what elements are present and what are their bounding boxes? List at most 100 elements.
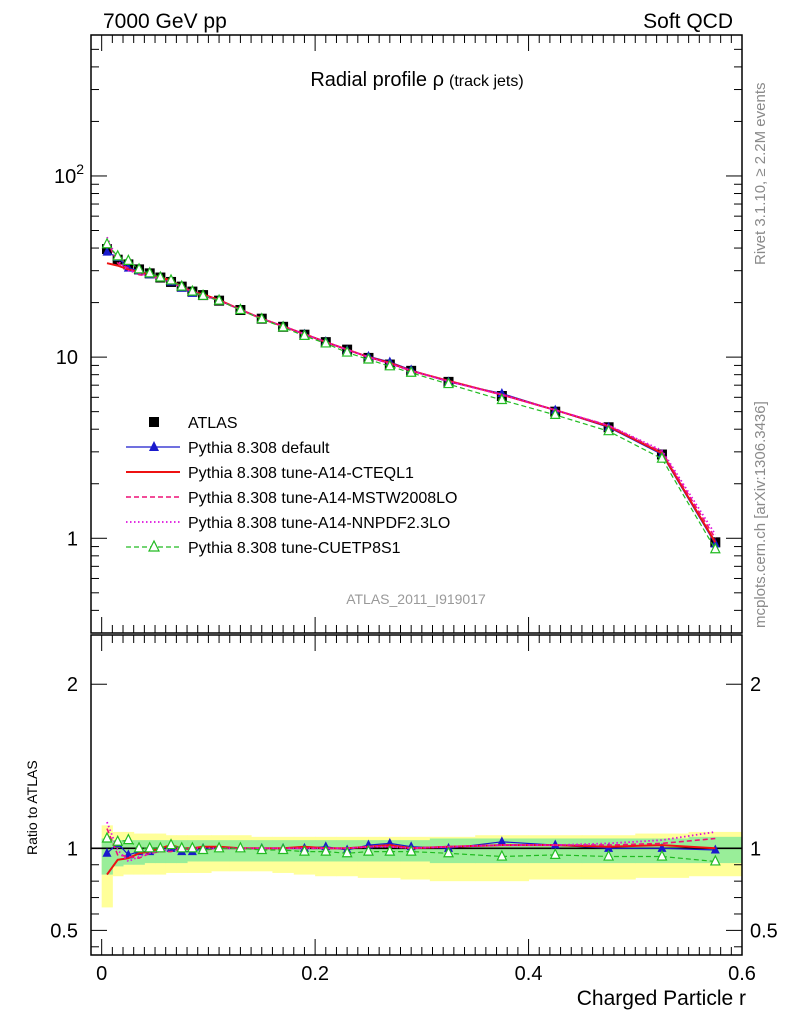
ratio-point xyxy=(497,836,507,846)
legend: ATLAS Pythia 8.308 default Pythia 8.308 tu… xyxy=(126,415,457,557)
ratio-point xyxy=(154,841,166,853)
main-panel-series xyxy=(101,236,721,554)
data-point xyxy=(363,352,374,364)
green-band-segment xyxy=(429,838,476,864)
series-line xyxy=(106,821,716,863)
ratio-point xyxy=(709,854,721,866)
data-point xyxy=(603,424,615,436)
legend-entry: Pythia 8.308 tune-CUETP8S1 xyxy=(126,539,401,557)
legend-entry: Pythia 8.308 tune-A14-MSTW2008LO xyxy=(126,490,457,507)
ratio-point xyxy=(549,848,561,859)
main-panel-frame xyxy=(90,34,743,634)
x-tick-label: 0 xyxy=(96,963,107,985)
data-point xyxy=(656,451,668,463)
ratio-point xyxy=(186,841,198,853)
data-point xyxy=(298,329,310,340)
series-line xyxy=(106,837,716,863)
y-tick-label: 10 xyxy=(56,347,78,369)
ratio-y-tick-label: 1 xyxy=(67,838,78,860)
ratio-point xyxy=(550,839,560,849)
data-point xyxy=(405,365,417,377)
data-point xyxy=(443,377,454,389)
data-point xyxy=(133,262,145,274)
data-point xyxy=(384,359,396,371)
data-point xyxy=(234,303,246,315)
ratio-point xyxy=(363,844,374,856)
ratio-panel-frame xyxy=(90,634,743,956)
ratio-uncertainty-bands xyxy=(101,825,742,908)
ratio-panel-ticks: 0 0.2 0.4 0.6 0.5 0.5 1 1 2 2 xyxy=(50,635,778,985)
data-point xyxy=(176,279,188,291)
data-point xyxy=(122,254,134,265)
header-left: 7000 GeV pp xyxy=(103,10,227,33)
ratio-point xyxy=(176,841,188,853)
ratio-point xyxy=(256,843,268,855)
ratio-point xyxy=(443,846,454,858)
x-tick-label: 0.2 xyxy=(301,963,329,985)
data-point xyxy=(277,320,289,332)
data-point xyxy=(549,408,561,419)
data-point xyxy=(213,293,225,305)
main-panel-ticks: 1 10 102 xyxy=(54,34,743,634)
ratio-point xyxy=(298,844,310,856)
legend-marker xyxy=(148,539,160,552)
ratio-point xyxy=(112,834,124,846)
ratio-y-tick-label: 1 xyxy=(750,838,761,860)
ratio-point xyxy=(657,842,667,852)
data-point xyxy=(709,542,721,554)
x-tick-label: 0.4 xyxy=(515,963,543,985)
data-point xyxy=(496,393,508,405)
ratio-point xyxy=(122,833,134,845)
plot-title: Radial profile ρ (track jets) xyxy=(310,69,523,91)
y-tick-label: 102 xyxy=(54,161,84,188)
x-tick-label: 0.6 xyxy=(728,963,756,985)
data-point xyxy=(197,288,209,300)
ratio-point xyxy=(320,844,332,856)
ratio-y-tick-label: 2 xyxy=(750,674,761,696)
legend-entry: ATLAS xyxy=(149,415,238,432)
legend-label: ATLAS xyxy=(188,415,238,432)
ratio-y-axis-label: Ratio to ATLAS xyxy=(24,760,40,855)
data-point xyxy=(112,249,124,261)
ratio-point xyxy=(165,838,177,850)
legend-label: Pythia 8.308 tune-A14-NNPDF2.3LO xyxy=(188,515,450,532)
series-line xyxy=(106,243,716,550)
y-tick-label: 1 xyxy=(67,528,78,550)
ratio-y-tick-label: 0.5 xyxy=(750,920,778,942)
data-point xyxy=(186,284,198,296)
ratio-point xyxy=(710,844,720,854)
ratio-point xyxy=(656,849,668,861)
legend-entry: Pythia 8.308 tune-A14-CTEQL1 xyxy=(126,465,414,482)
legend-marker xyxy=(149,417,159,427)
watermark: ATLAS_2011_I919017 xyxy=(346,591,486,607)
ratio-point xyxy=(144,841,156,853)
series-line xyxy=(106,828,716,860)
data-point xyxy=(341,345,353,357)
legend-label: Pythia 8.308 tune-CUETP8S1 xyxy=(188,540,401,557)
legend-marker xyxy=(149,441,159,451)
ratio-point xyxy=(197,843,209,855)
legend-entry: Pythia 8.308 default xyxy=(126,440,330,457)
side-label-top: Rivet 3.1.10, ≥ 2.2M events xyxy=(752,83,769,266)
legend-entry: Pythia 8.308 tune-A14-NNPDF2.3LO xyxy=(126,515,450,532)
legend-label: Pythia 8.308 default xyxy=(188,440,330,457)
data-point xyxy=(320,336,332,348)
ratio-point xyxy=(384,844,396,856)
ratio-panel-series xyxy=(91,821,742,876)
data-point xyxy=(154,270,166,282)
header-right: Soft QCD xyxy=(643,10,733,33)
legend-label: Pythia 8.308 tune-A14-CTEQL1 xyxy=(188,465,414,482)
ratio-point xyxy=(234,841,246,853)
data-point xyxy=(101,237,113,249)
ratio-point xyxy=(213,841,225,853)
ratio-point xyxy=(133,841,145,853)
ratio-point xyxy=(277,843,289,855)
data-point xyxy=(102,246,112,256)
data-point xyxy=(256,312,268,324)
green-band-segment xyxy=(112,840,124,867)
ratio-y-tick-label: 0.5 xyxy=(50,920,78,942)
data-point xyxy=(144,266,156,278)
ratio-point xyxy=(101,831,113,843)
x-axis-label: Charged Particle r xyxy=(577,987,746,1010)
